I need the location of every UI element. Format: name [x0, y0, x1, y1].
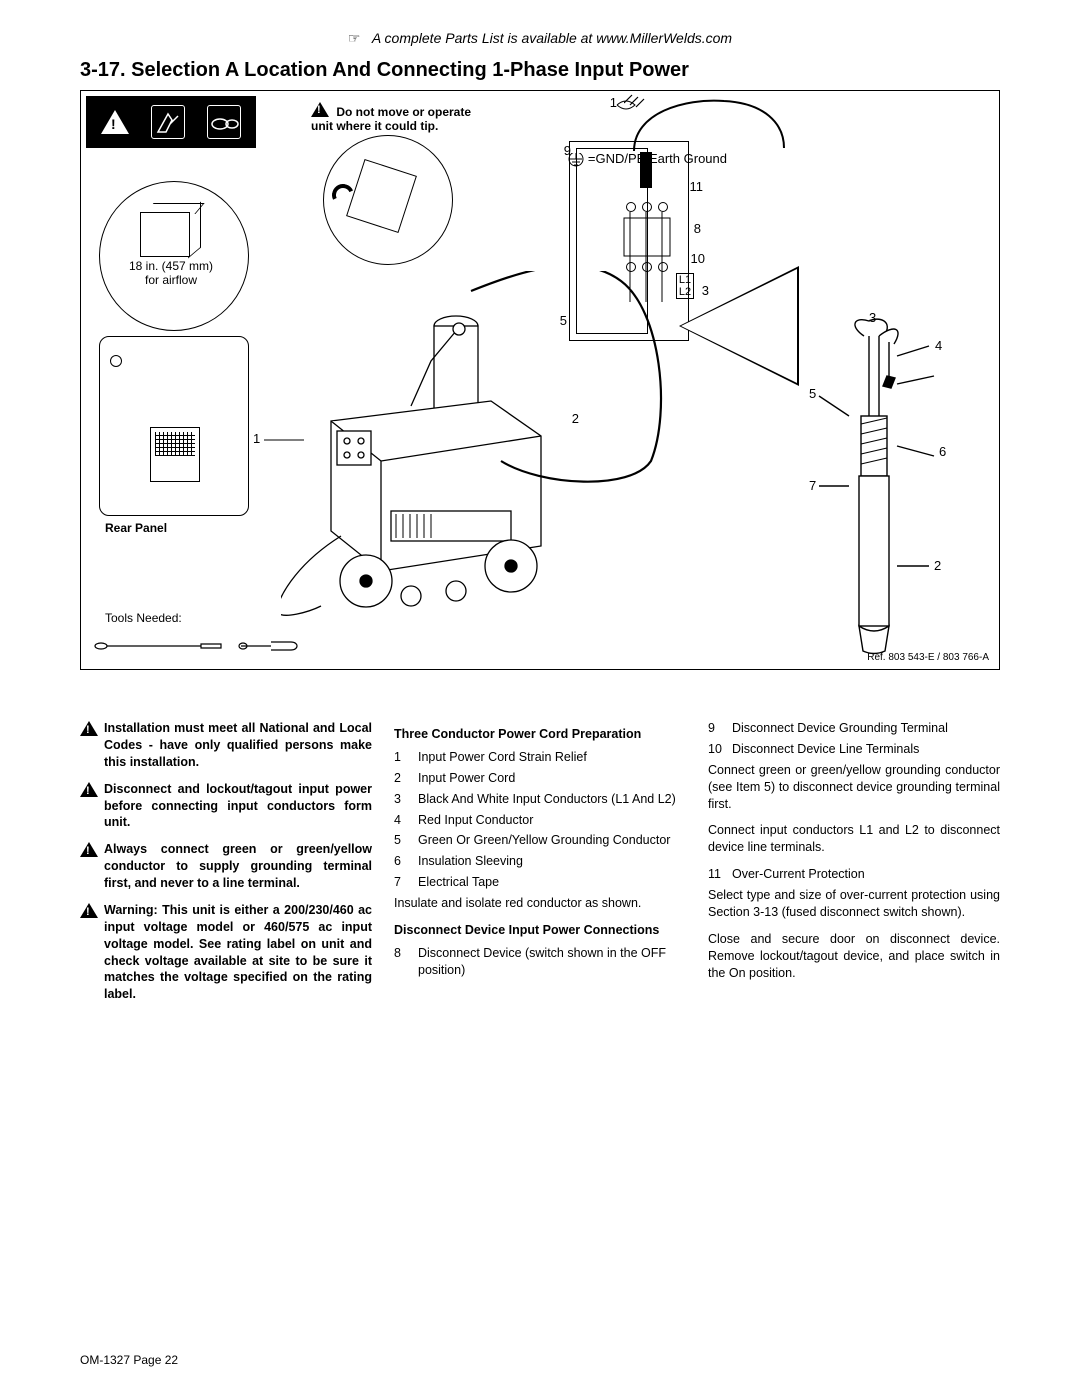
col-prep: Three Conductor Power Cord Preparation 1…: [394, 720, 686, 1013]
hazard-strip: [86, 96, 256, 148]
tip-diagram: [323, 135, 453, 265]
warning-icon: [101, 110, 129, 134]
list-item: 1Input Power Cord Strain Relief: [394, 749, 686, 766]
callout-8: 8: [694, 221, 701, 236]
tip-warning: Do not move or operate unit where it cou…: [311, 101, 491, 133]
warning-icon: [80, 782, 98, 797]
connect-p1: Connect green or green/yellow grounding …: [708, 762, 1000, 813]
rear-panel-label: Rear Panel: [105, 521, 167, 535]
warning-1: Installation must meet all National and …: [104, 720, 372, 771]
cable-detail: 3 5 7 4 6 2: [779, 316, 979, 656]
figure-box: Do not move or operate unit where it cou…: [80, 90, 1000, 670]
page-footer: OM-1327 Page 22: [80, 1353, 178, 1367]
hazard-pictogram-2: [207, 105, 241, 139]
parts-list-text: A complete Parts List is available at ww…: [372, 30, 732, 46]
callout-2b: 2: [934, 558, 941, 573]
col-connect: 9Disconnect Device Grounding Terminal 10D…: [708, 720, 1000, 1013]
connect-p2: Connect input conductors L1 and L2 to di…: [708, 822, 1000, 856]
tip-warning-text: Do not move or operate unit where it cou…: [311, 105, 471, 133]
list-item: 2Input Power Cord: [394, 770, 686, 787]
connect-p4: Close and secure door on disconnect devi…: [708, 931, 1000, 982]
callout-6: 6: [939, 444, 946, 459]
warning-icon: [311, 102, 329, 117]
list-item: 5Green Or Green/Yellow Grounding Conduct…: [394, 832, 686, 849]
list-item: 10Disconnect Device Line Terminals: [708, 741, 1000, 758]
hand-icon: ☞: [348, 30, 361, 46]
warning-icon: [80, 903, 98, 918]
list-item: 6Insulation Sleeving: [394, 853, 686, 870]
text-columns: Installation must meet all National and …: [80, 720, 1000, 1013]
list-item: 8Disconnect Device (switch shown in the …: [394, 945, 686, 979]
callout-2a: 2: [572, 411, 579, 426]
callout-5a: 5: [560, 313, 567, 328]
prep-heading: Three Conductor Power Cord Preparation: [394, 726, 686, 743]
airflow-label: 18 in. (457 mm) for airflow: [111, 259, 231, 287]
callout-5b: 5: [809, 386, 816, 401]
airflow-diagram: [99, 181, 249, 331]
list-item: 3Black And White Input Conductors (L1 An…: [394, 791, 686, 808]
section-title: 3-17. Selection A Location And Connectin…: [80, 59, 1000, 82]
callout-4: 4: [935, 338, 942, 353]
warning-4: Warning: This unit is either a 200/230/4…: [104, 902, 372, 1003]
disconnect-heading: Disconnect Device Input Power Connection…: [394, 922, 686, 939]
list-item: 4Red Input Conductor: [394, 812, 686, 829]
warning-2: Disconnect and lockout/tagout input powe…: [104, 781, 372, 832]
insulate-note: Insulate and isolate red conductor as sh…: [394, 895, 686, 912]
supply-cable: [624, 93, 804, 153]
parts-list-note: ☞ A complete Parts List is available at …: [80, 30, 1000, 47]
rear-panel-diagram: [99, 336, 249, 516]
hazard-pictogram-1: [151, 105, 185, 139]
figure-ref: Ref. 803 543-E / 803 766-A: [867, 652, 989, 663]
callout-7: 7: [809, 478, 816, 493]
callout-3b: 3: [869, 310, 876, 325]
warning-icon: [80, 842, 98, 857]
col-warnings: Installation must meet all National and …: [80, 720, 372, 1013]
tools-icons: [91, 636, 301, 656]
callout-10: 10: [691, 251, 705, 266]
gnd-label: =GND/PE Earth Ground: [568, 151, 727, 167]
warning-3: Always connect green or green/yellow con…: [104, 841, 372, 892]
list-item: 11Over-Current Protection: [708, 866, 1000, 883]
input-cable-run: [461, 271, 701, 491]
warning-icon: [80, 721, 98, 736]
connect-p3: Select type and size of over-current pro…: [708, 887, 1000, 921]
list-item: 9Disconnect Device Grounding Terminal: [708, 720, 1000, 737]
list-item: 7Electrical Tape: [394, 874, 686, 891]
callout-11: 11: [690, 179, 704, 194]
tools-needed-label: Tools Needed:: [105, 611, 182, 625]
